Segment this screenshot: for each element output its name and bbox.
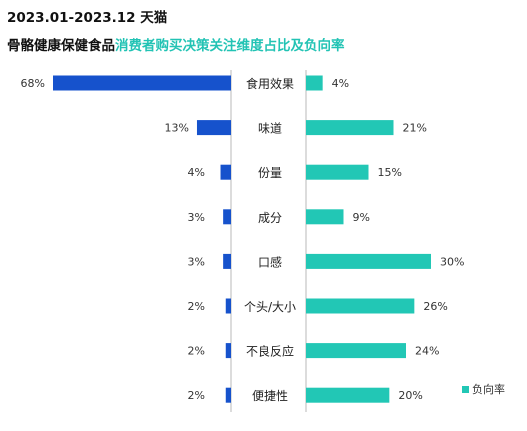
left-bar [53, 75, 231, 91]
right-bar [306, 298, 415, 314]
left-bar-label: 4% [188, 166, 205, 179]
left-bar [225, 387, 231, 403]
left-bar-label: 2% [188, 300, 205, 313]
category-label: 味道 [258, 122, 282, 136]
left-bar-label: 3% [188, 211, 205, 224]
chart-legend: 负向率 [462, 381, 505, 397]
left-bar [223, 253, 231, 269]
right-bar [306, 164, 369, 180]
chart-title-category: 骨骼健康保健食品 [7, 38, 115, 54]
category-label: 个头/大小 [244, 300, 296, 314]
chart-period-title: 2023.01-2023.12 天猫 [7, 10, 168, 26]
right-bar [306, 120, 394, 136]
right-bar-label: 9% [353, 211, 370, 224]
category-label: 口感 [258, 254, 282, 269]
category-label: 份量 [258, 166, 282, 180]
right-bar-label: 26% [423, 300, 447, 313]
right-bar-label: 20% [398, 389, 422, 402]
right-bar-label: 24% [415, 345, 439, 358]
legend-swatch [462, 385, 469, 393]
left-bar [223, 209, 231, 225]
chart-title-subtitle: 消费者购买决策关注维度占比及负向率 [115, 38, 345, 54]
left-bar-label: 13% [165, 122, 189, 135]
left-bar-label: 68% [21, 77, 45, 90]
right-bar-label: 30% [440, 255, 464, 268]
left-bar [196, 120, 231, 136]
right-bar [306, 75, 323, 91]
right-bar-label: 21% [403, 122, 427, 135]
category-label: 便捷性 [252, 389, 288, 403]
right-bar [306, 387, 390, 403]
right-bar [306, 343, 406, 359]
left-bar-label: 2% [188, 389, 205, 402]
left-bar [225, 298, 231, 314]
category-label: 食用效果 [246, 76, 294, 91]
category-label: 成分 [258, 211, 282, 225]
right-bar [306, 209, 344, 225]
right-bar-label: 4% [332, 77, 349, 90]
right-bar-label: 15% [378, 166, 402, 179]
left-bar [220, 164, 231, 180]
chart-title: 骨骼健康保健食品消费者购买决策关注维度占比及负向率 [7, 34, 345, 54]
left-bar-label: 2% [188, 345, 205, 358]
left-bar-label: 3% [188, 255, 205, 268]
left-bar [225, 343, 231, 359]
right-bar [306, 253, 431, 269]
category-label: 不良反应 [246, 344, 294, 359]
legend-label: 负向率 [472, 383, 505, 396]
